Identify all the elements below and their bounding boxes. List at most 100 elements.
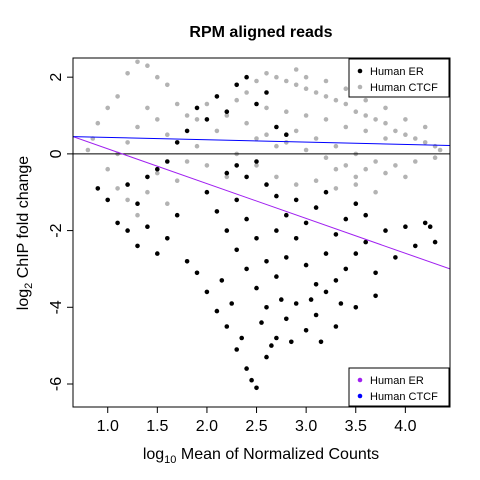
- point-human-er: [145, 224, 150, 229]
- point-human-er: [254, 285, 259, 291]
- point-human-ctcf: [125, 140, 130, 145]
- point-human-ctcf: [333, 143, 339, 149]
- point-human-er: [343, 266, 349, 272]
- point-human-ctcf: [105, 105, 110, 111]
- point-human-er: [264, 259, 269, 264]
- point-human-er: [363, 212, 369, 218]
- point-human-ctcf: [234, 97, 239, 103]
- point-human-ctcf: [214, 128, 220, 134]
- point-human-er: [244, 216, 249, 222]
- point-human-er: [363, 239, 369, 245]
- point-human-ctcf: [264, 71, 269, 76]
- point-human-er: [224, 170, 230, 176]
- point-human-er: [254, 236, 259, 241]
- point-human-ctcf: [313, 136, 319, 141]
- point-human-er: [353, 201, 359, 206]
- point-human-ctcf: [115, 186, 120, 191]
- point-human-ctcf: [155, 170, 160, 176]
- point-human-ctcf: [254, 136, 259, 141]
- point-human-er: [293, 301, 299, 306]
- point-human-er: [413, 243, 418, 249]
- point-human-er: [264, 182, 269, 187]
- point-human-ctcf: [403, 132, 408, 137]
- x-tick-label: 2.5: [245, 418, 267, 435]
- fit-lines-layer: [73, 136, 450, 270]
- x-tick-label: 2.0: [196, 418, 218, 435]
- point-human-ctcf: [224, 113, 230, 118]
- point-human-ctcf: [145, 189, 150, 195]
- point-human-ctcf: [353, 109, 359, 114]
- x-axis-label: log10 Mean of Normalized Counts: [143, 446, 379, 466]
- legend-points: Human ER Human CTCF: [348, 58, 450, 98]
- point-human-er: [333, 232, 339, 237]
- point-human-ctcf: [432, 155, 438, 160]
- point-human-ctcf: [165, 82, 170, 88]
- point-human-ctcf: [194, 117, 200, 122]
- point-human-er: [279, 297, 284, 302]
- point-human-er: [244, 174, 249, 180]
- point-human-ctcf: [125, 71, 130, 76]
- point-human-ctcf: [293, 82, 299, 88]
- point-human-ctcf: [274, 74, 279, 80]
- point-human-er: [125, 182, 130, 187]
- point-human-ctcf: [343, 124, 349, 130]
- point-human-er: [293, 197, 299, 203]
- point-human-ctcf: [155, 117, 160, 122]
- points-legend-box: [348, 58, 450, 98]
- point-human-ctcf: [313, 178, 319, 183]
- point-human-er: [95, 186, 101, 191]
- point-human-ctcf: [373, 189, 378, 195]
- point-human-er: [135, 243, 140, 249]
- point-human-ctcf: [323, 155, 329, 160]
- point-human-ctcf: [135, 59, 140, 65]
- point-human-er: [323, 189, 329, 195]
- point-human-ctcf: [165, 201, 170, 206]
- point-human-er: [318, 339, 324, 345]
- point-human-ctcf: [204, 101, 210, 107]
- point-human-er: [239, 335, 244, 341]
- point-human-ctcf: [244, 120, 249, 126]
- point-human-ctcf: [244, 90, 249, 95]
- point-human-ctcf: [293, 67, 299, 72]
- point-human-er: [184, 259, 190, 264]
- plot-area: [73, 59, 450, 391]
- x-tick-label: 4.0: [394, 418, 416, 435]
- point-human-ctcf: [293, 182, 299, 187]
- point-human-er: [313, 312, 319, 318]
- point-human-er: [234, 347, 239, 352]
- point-human-er: [303, 262, 309, 268]
- point-human-er: [125, 228, 130, 233]
- point-human-ctcf: [184, 159, 190, 164]
- point-human-er: [219, 278, 225, 283]
- point-human-er: [353, 251, 359, 256]
- point-human-er: [274, 228, 279, 233]
- point-human-ctcf: [274, 143, 279, 149]
- point-human-er: [135, 201, 140, 206]
- point-human-ctcf: [303, 86, 309, 91]
- point-human-er: [323, 251, 329, 256]
- point-human-ctcf: [293, 128, 299, 134]
- point-human-er: [174, 212, 180, 218]
- legend-lines: Human ER Human CTCF: [348, 367, 450, 407]
- point-human-ctcf: [284, 109, 289, 114]
- point-human-ctcf: [274, 174, 279, 180]
- point-human-ctcf: [343, 163, 349, 168]
- point-human-er: [333, 278, 339, 283]
- point-human-ctcf: [115, 94, 120, 99]
- point-human-ctcf: [284, 140, 289, 145]
- point-human-er: [333, 324, 339, 329]
- y-tick-label: 0: [48, 149, 65, 158]
- point-human-er: [184, 128, 190, 134]
- point-human-er: [274, 124, 279, 130]
- point-human-er: [422, 220, 428, 226]
- fit-line-human-ctcf: [73, 136, 450, 146]
- y-tick-label: -6: [48, 377, 65, 391]
- point-human-er: [115, 220, 120, 226]
- point-human-ctcf: [383, 136, 388, 141]
- point-human-ctcf: [125, 197, 130, 203]
- point-human-er: [264, 354, 269, 360]
- point-human-er: [284, 212, 289, 218]
- point-human-ctcf: [383, 105, 388, 111]
- y-tick-label: 2: [48, 73, 65, 82]
- point-human-er: [403, 224, 408, 229]
